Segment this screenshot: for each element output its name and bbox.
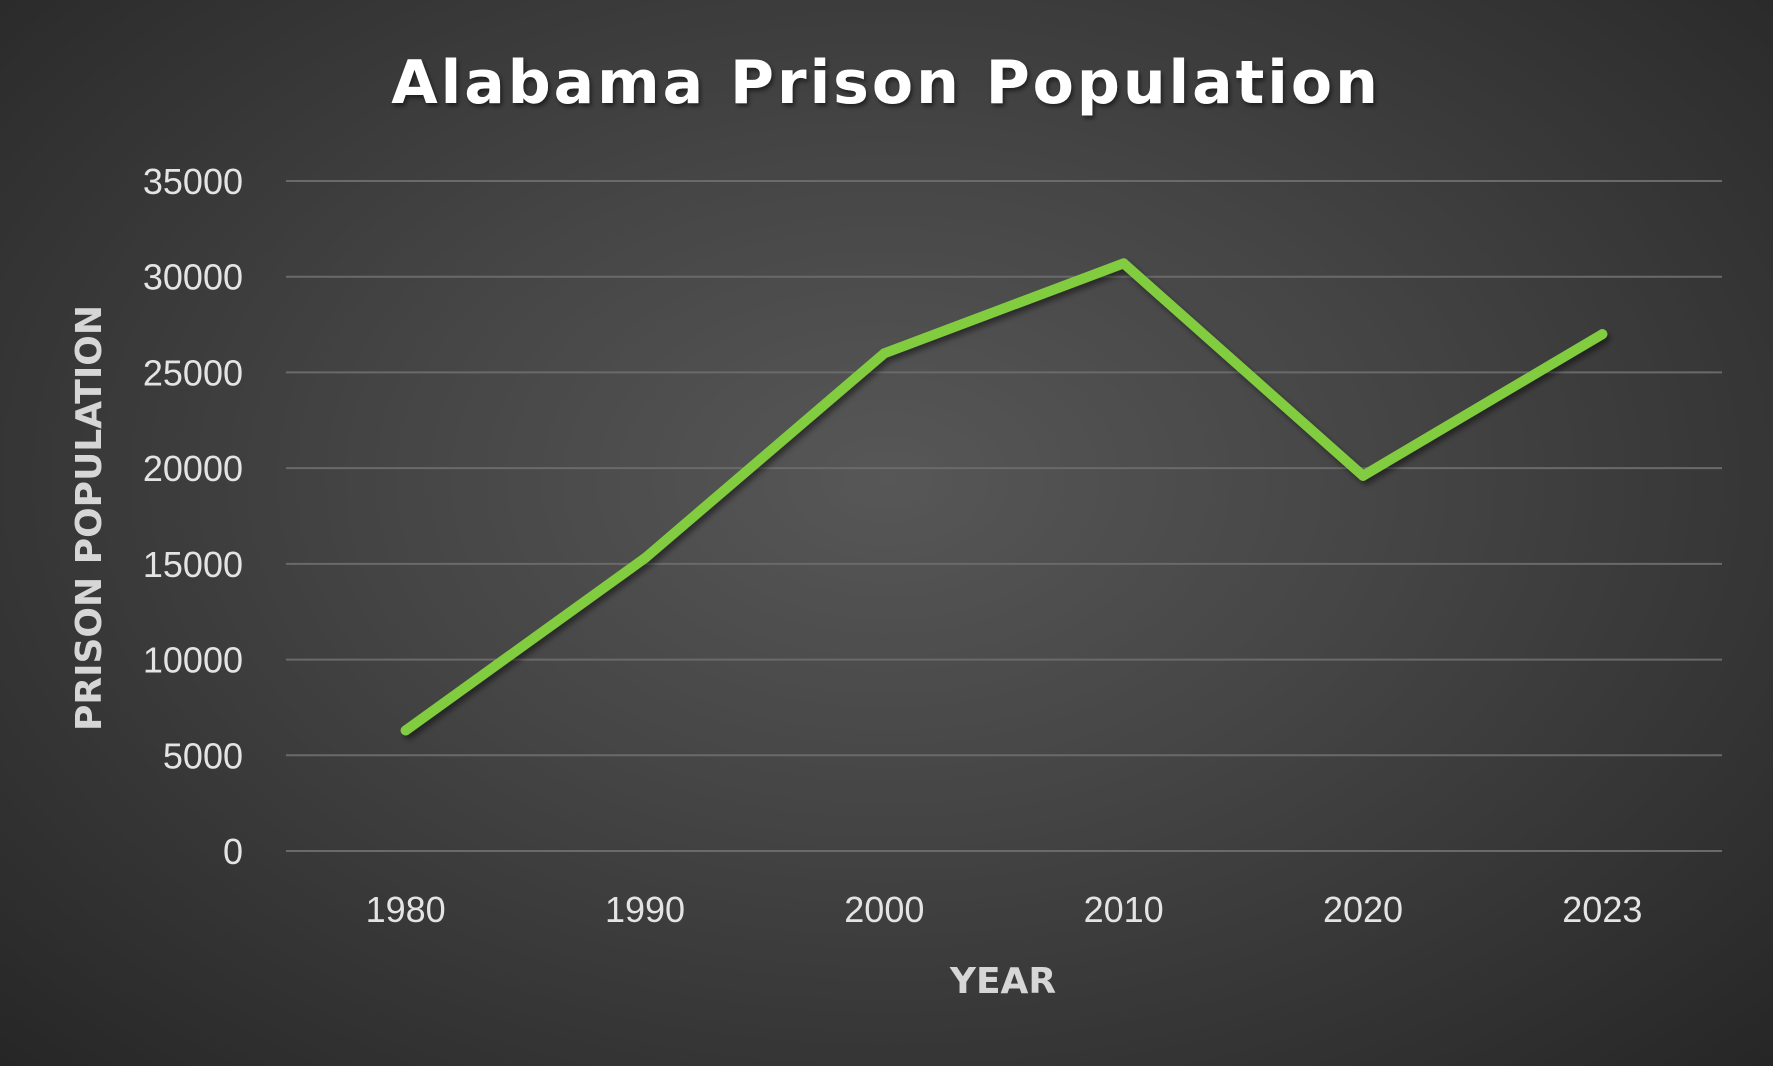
x-tick-label: 2020	[1323, 889, 1403, 930]
series-line	[400, 258, 1608, 736]
x-axis-title: YEAR	[949, 961, 1056, 1002]
y-axis-title: PRISON POPULATION	[69, 305, 110, 731]
y-tick-label: 20000	[143, 448, 243, 489]
x-tick-label: 2023	[1562, 889, 1642, 930]
y-tick-label: 10000	[143, 640, 243, 681]
y-tick-label: 25000	[143, 352, 243, 393]
data-point	[1358, 470, 1368, 481]
y-axis-ticks: 0 5000 10000 15000 20000 25000 30000 35000	[143, 161, 243, 872]
y-tick-label: 30000	[143, 257, 243, 298]
x-tick-label: 1990	[605, 889, 685, 930]
data-point	[640, 553, 650, 564]
y-tick-label: 15000	[143, 544, 243, 585]
x-tick-label: 2010	[1084, 889, 1164, 930]
data-point	[879, 348, 890, 359]
series-layer	[400, 258, 1608, 736]
y-tick-label: 35000	[143, 161, 243, 202]
y-tick-label: 0	[223, 831, 243, 872]
gridlines	[286, 180, 1722, 852]
x-tick-label: 2000	[844, 889, 924, 930]
y-tick-label: 5000	[163, 735, 243, 776]
data-point	[1597, 329, 1608, 340]
data-point	[1118, 258, 1129, 269]
x-tick-label: 1980	[366, 889, 446, 930]
x-axis-ticks: 1980 1990 2000 2010 2020 2023	[366, 889, 1643, 930]
chart-title: Alabama Prison Population	[391, 48, 1381, 118]
data-point	[400, 725, 411, 736]
